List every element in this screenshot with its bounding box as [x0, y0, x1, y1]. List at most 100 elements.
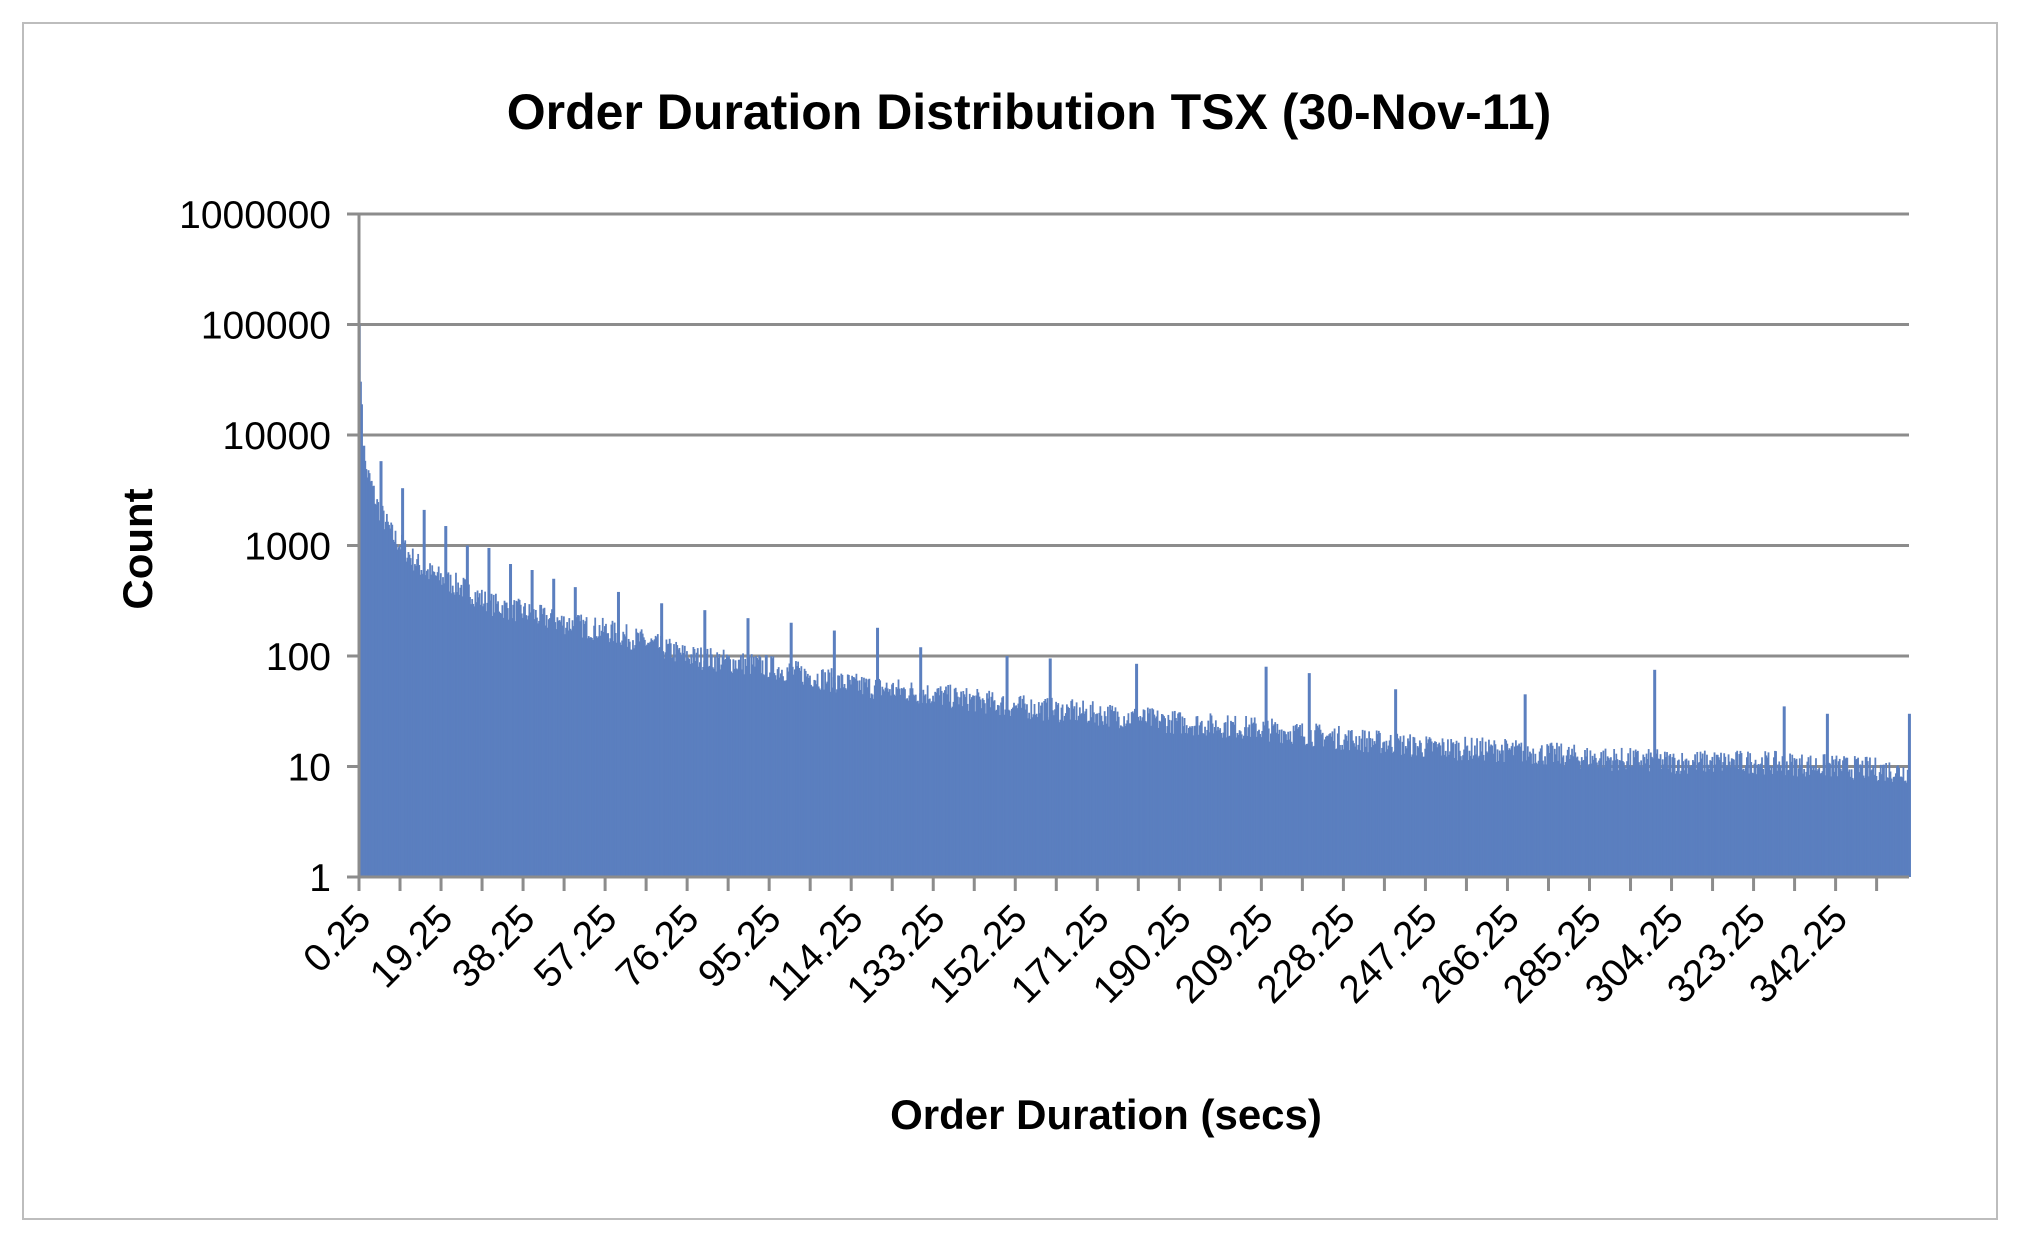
bar [1681, 752, 1684, 877]
bar [854, 678, 857, 877]
bar [1380, 753, 1382, 877]
bar [1107, 706, 1109, 877]
bar [772, 656, 775, 877]
bar [1580, 757, 1583, 877]
bar [1451, 743, 1454, 877]
bar [770, 656, 773, 877]
bar-spike [660, 603, 664, 877]
bar [808, 677, 810, 877]
bar [1735, 752, 1737, 877]
bar [1699, 751, 1702, 877]
bar [1454, 744, 1457, 877]
bar [1042, 720, 1045, 877]
bar [816, 673, 819, 877]
bar [947, 685, 950, 877]
bar [1723, 753, 1726, 877]
bar [1887, 777, 1890, 877]
bar [1448, 754, 1450, 877]
bar [1713, 752, 1716, 877]
bar [1377, 730, 1380, 877]
bar [419, 574, 422, 877]
bar [1211, 723, 1214, 877]
bar [1091, 701, 1094, 877]
chart: Order Duration Distribution TSX (30-Nov-… [114, 84, 1911, 1138]
bar [1015, 705, 1018, 877]
bar [826, 681, 829, 877]
bar [1706, 754, 1708, 877]
bar [1676, 760, 1679, 877]
bar [1716, 754, 1719, 877]
bar [1355, 736, 1358, 877]
bar [1416, 746, 1419, 877]
bar [1311, 741, 1313, 877]
bar [696, 648, 699, 877]
bar [1694, 754, 1696, 877]
bar [1244, 727, 1246, 877]
bar [490, 593, 493, 877]
bar [913, 695, 916, 877]
bar [1010, 708, 1013, 877]
bar [614, 633, 617, 877]
bar [1249, 736, 1252, 877]
bar [1720, 752, 1722, 877]
bar-spike [1264, 666, 1268, 877]
bar [1553, 748, 1556, 877]
bar [1834, 759, 1837, 877]
bar [1103, 711, 1106, 877]
bar [750, 654, 753, 877]
bar [971, 697, 973, 877]
bar [948, 701, 951, 877]
bar [376, 499, 379, 877]
bar [1429, 738, 1432, 877]
bar [1131, 711, 1134, 877]
bar [1246, 735, 1249, 877]
bar [1072, 708, 1075, 877]
bar [596, 637, 599, 877]
bar [1033, 703, 1036, 877]
bar [1822, 754, 1825, 877]
bar [741, 669, 743, 877]
bar [1859, 764, 1862, 877]
bar [853, 677, 856, 877]
bar [1222, 732, 1225, 877]
bar [1631, 765, 1634, 877]
bar [1480, 751, 1483, 877]
bar [1544, 756, 1546, 877]
bar [1839, 768, 1842, 877]
bar [1828, 762, 1830, 877]
bar [777, 667, 780, 877]
bar [1422, 756, 1424, 877]
bar [1518, 743, 1521, 877]
bar [1726, 765, 1729, 877]
bar [1004, 709, 1007, 877]
bar [1319, 729, 1322, 877]
bar [1902, 767, 1905, 877]
bar [749, 673, 752, 877]
bar [1361, 729, 1364, 877]
bar [1598, 760, 1600, 877]
bar [1231, 721, 1233, 877]
bar [1022, 695, 1025, 877]
bar [1899, 776, 1902, 877]
bar [1461, 760, 1463, 877]
bar [578, 615, 580, 877]
bar [1420, 742, 1422, 877]
bar [995, 709, 998, 877]
bar [1108, 726, 1110, 877]
bar [435, 576, 438, 877]
bar [729, 659, 732, 877]
bar [1214, 720, 1217, 877]
bar [420, 570, 423, 877]
bar [1122, 727, 1124, 877]
bar [536, 617, 538, 877]
bar [1627, 753, 1630, 877]
bar [1802, 773, 1804, 877]
bar [1657, 758, 1660, 877]
bar [1763, 774, 1766, 877]
bar [861, 694, 864, 877]
bar [1892, 776, 1895, 877]
bar [1074, 719, 1077, 877]
bar [1016, 708, 1019, 877]
bar [1169, 732, 1172, 877]
bar [653, 639, 656, 877]
